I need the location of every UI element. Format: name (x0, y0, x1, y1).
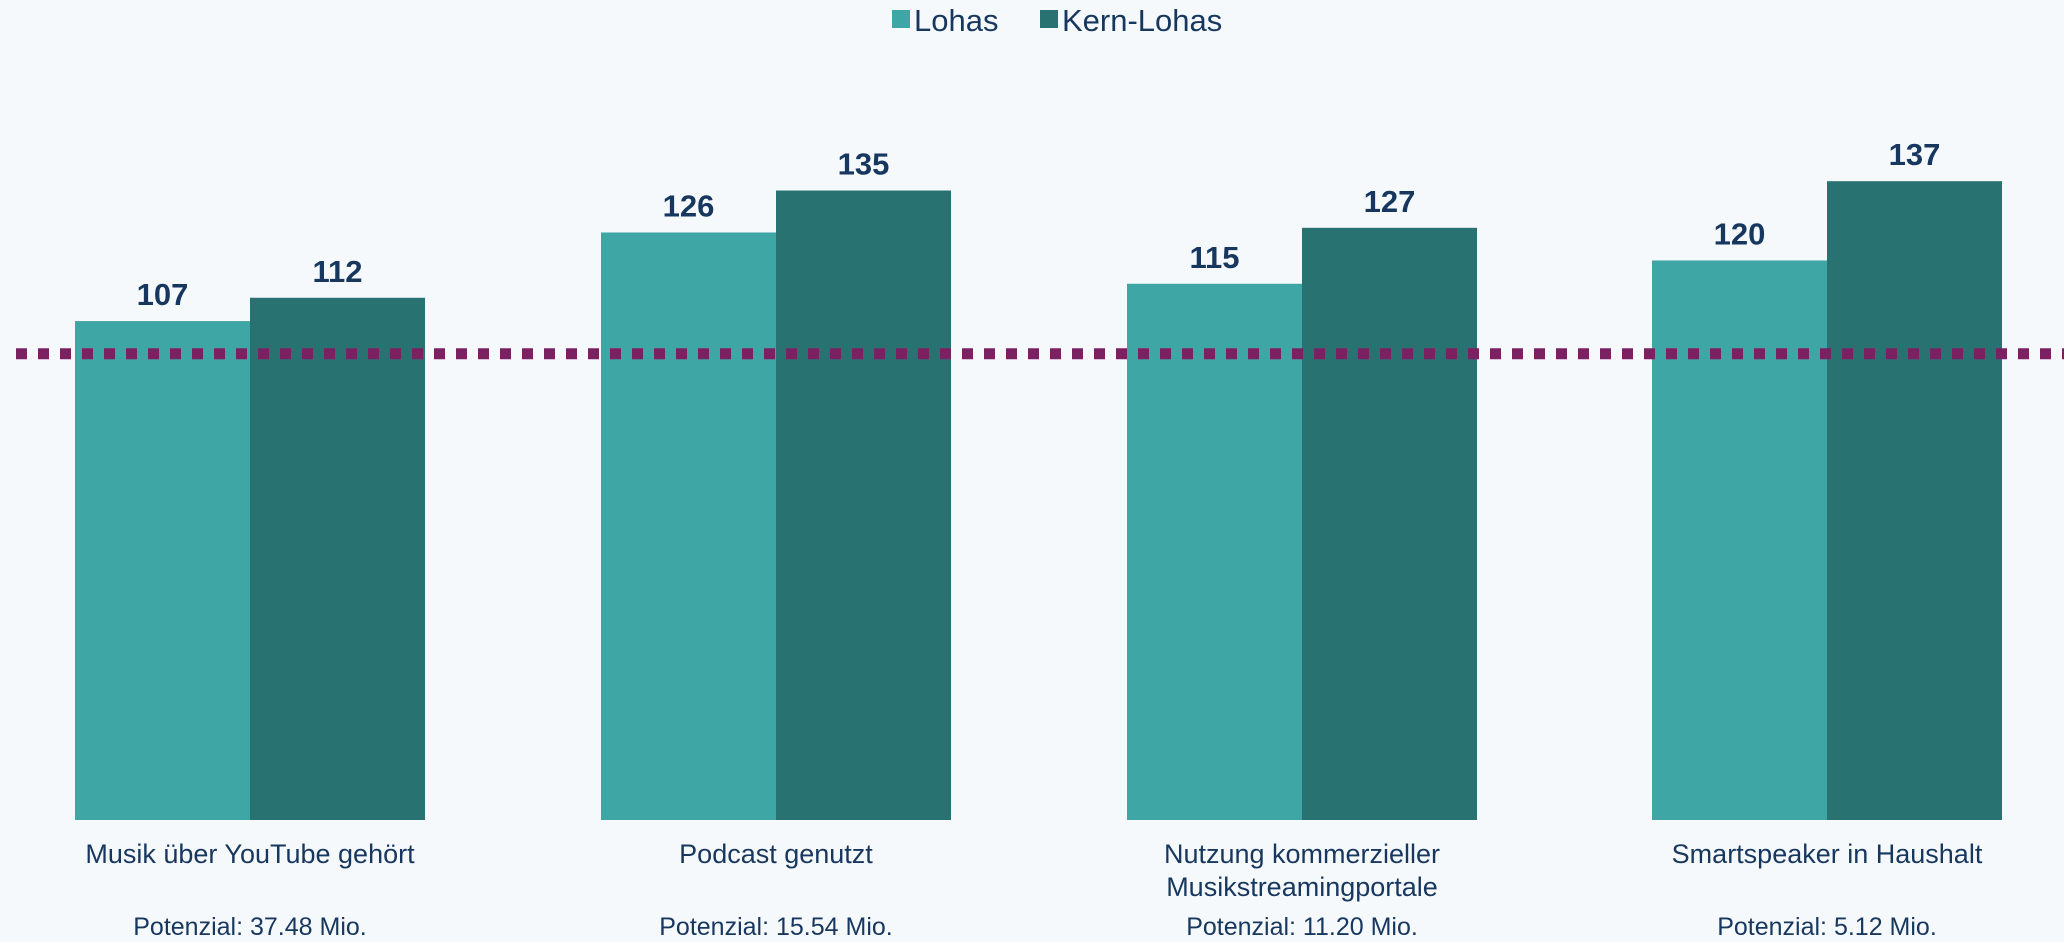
value-label: 112 (312, 254, 362, 289)
potenzial-label: Potenzial: 37.48 Mio. (133, 913, 367, 941)
legend-swatch (1040, 10, 1058, 28)
bar (601, 232, 776, 821)
bar (75, 321, 250, 820)
bar (776, 190, 951, 820)
category-label: Nutzung kommerzieller Musikstreamingport… (1163, 839, 1441, 902)
potenzial-label: Potenzial: 15.54 Mio. (659, 913, 893, 941)
bar (1652, 260, 1827, 820)
bar (250, 297, 425, 820)
category-label: Musik über YouTube gehört (85, 839, 415, 869)
legend-label: Kern-Lohas (1062, 3, 1222, 38)
potenzial-label: Potenzial: 11.20 Mio. (1186, 913, 1418, 941)
value-label: 127 (1364, 184, 1416, 219)
value-label: 115 (1189, 240, 1239, 275)
category-label: Podcast genutzt (679, 839, 873, 869)
bar (1127, 283, 1302, 820)
value-label: 107 (137, 277, 189, 312)
bar (1827, 181, 2002, 820)
value-label: 135 (838, 147, 890, 182)
value-label: 137 (1889, 137, 1941, 172)
bar (1302, 227, 1477, 820)
value-label: 120 (1714, 216, 1766, 251)
potenzial-label: Potenzial: 5.12 Mio. (1717, 913, 1937, 941)
legend-label: Lohas (914, 3, 998, 38)
legend-swatch (892, 10, 910, 28)
value-label: 126 (663, 188, 715, 223)
category-label: Smartspeaker in Haushalt (1671, 839, 1983, 869)
